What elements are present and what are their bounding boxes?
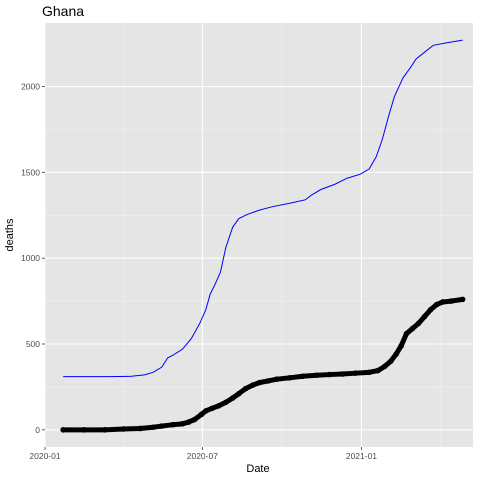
data-point: [366, 369, 373, 376]
series-layer: [60, 39, 466, 433]
data-point: [249, 382, 256, 389]
y-tick-label: 0: [35, 425, 40, 435]
data-point: [393, 351, 399, 358]
data-point: [286, 375, 293, 381]
data-point: [60, 427, 66, 433]
y-tick-label: 500: [26, 339, 40, 349]
data-point: [448, 298, 455, 304]
data-point: [81, 427, 87, 433]
data-point: [339, 371, 346, 377]
data-point: [388, 358, 394, 364]
data-point: [459, 296, 466, 303]
data-point: [375, 367, 381, 374]
data-point: [101, 427, 108, 433]
data-point: [242, 385, 249, 392]
chart-title: Ghana: [42, 3, 84, 19]
y-tick-label: 1500: [21, 167, 40, 177]
data-point: [256, 379, 263, 386]
data-point: [137, 425, 143, 432]
data-point: [415, 320, 422, 327]
data-point: [215, 403, 222, 409]
data-point: [198, 411, 205, 418]
data-point: [403, 330, 410, 337]
data-point: [326, 371, 333, 378]
series-points-1: [60, 296, 466, 433]
data-point: [150, 424, 156, 431]
x-axis-title: Date: [246, 463, 269, 475]
data-point: [421, 313, 428, 320]
y-tick-label: 2000: [21, 82, 40, 92]
data-point: [398, 342, 405, 349]
data-point: [170, 421, 176, 428]
data-point: [229, 395, 236, 401]
x-tick-label: 2020-01: [29, 451, 60, 461]
data-point: [191, 416, 198, 423]
data-point: [427, 306, 434, 313]
data-point: [273, 376, 280, 382]
data-point: [179, 421, 186, 427]
x-tick-label: 2020-07: [187, 451, 218, 461]
data-point: [352, 370, 359, 376]
y-tick-label: 1000: [21, 253, 40, 263]
data-point: [235, 390, 242, 397]
y-axis-title: deaths: [4, 218, 16, 252]
data-point: [222, 399, 229, 406]
data-point: [265, 378, 271, 384]
data-point: [185, 419, 192, 425]
data-point: [382, 363, 388, 370]
data-point: [158, 423, 165, 429]
data-point: [433, 301, 440, 308]
x-tick-label: 2021-01: [346, 451, 377, 461]
axes: 0 500 1000 1500 2000 2020-01 2020-07 2021-01: [21, 82, 377, 461]
data-point: [209, 405, 215, 412]
data-point: [120, 426, 127, 432]
data-point: [313, 372, 320, 379]
data-point: [203, 408, 209, 414]
data-point: [299, 373, 306, 380]
data-point: [409, 325, 416, 332]
series-line-0: [63, 39, 463, 378]
data-point: [439, 299, 446, 305]
